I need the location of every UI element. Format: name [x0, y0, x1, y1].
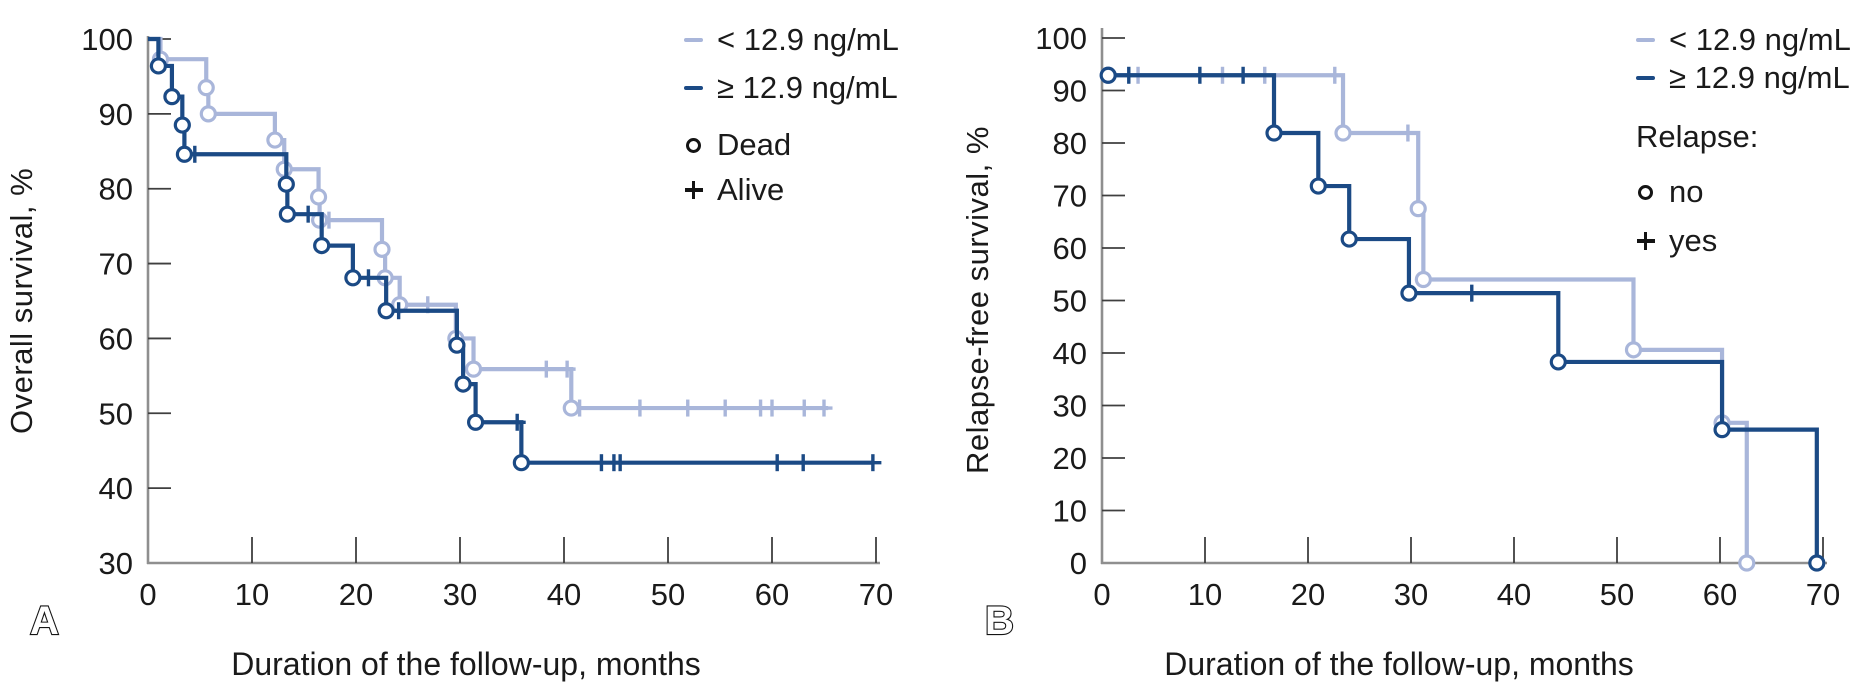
censor-plus-icon: [1636, 231, 1656, 251]
svg-text:80: 80: [1053, 126, 1087, 161]
svg-text:0: 0: [1093, 577, 1110, 612]
svg-text:40: 40: [1053, 336, 1087, 371]
light-line-swatch: [1636, 37, 1655, 43]
svg-text:50: 50: [99, 396, 133, 431]
svg-text:100: 100: [81, 22, 133, 57]
legend-label: ≥ 12.9 ng/mL: [717, 70, 898, 105]
svg-text:30: 30: [99, 546, 133, 581]
svg-text:40: 40: [547, 577, 581, 612]
svg-text:50: 50: [1053, 284, 1087, 319]
x-axis-label-panel-a: Duration of the follow-up, months: [231, 646, 701, 682]
svg-text:20: 20: [1053, 441, 1087, 476]
svg-text:60: 60: [1703, 577, 1737, 612]
legend-item-relapse-yes: yes: [1636, 223, 1718, 258]
svg-text:60: 60: [1053, 231, 1087, 266]
y-axis-label-panel-a: Overall survival, %: [4, 167, 39, 435]
svg-text:90: 90: [99, 97, 133, 132]
legend-item-relapse-no: no: [1636, 174, 1704, 209]
km-plot-panel-a: 30 40 50 60 70 80 90 100 0 10 20 30 40 50 60 70 A: [29, 22, 893, 644]
legend-item-alive: Alive: [684, 172, 785, 207]
legend-label: Dead: [717, 127, 792, 162]
svg-text:50: 50: [651, 577, 685, 612]
svg-text:30: 30: [1053, 389, 1087, 424]
legend-item-dead: Dead: [684, 127, 792, 162]
svg-text:70: 70: [1053, 179, 1087, 214]
legend-label: Alive: [717, 172, 785, 207]
relapse-legend-title: Relapse:: [1636, 119, 1759, 154]
event-circle-icon: [684, 135, 704, 155]
svg-text:10: 10: [1188, 577, 1222, 612]
svg-text:40: 40: [99, 471, 133, 506]
svg-text:0: 0: [1070, 546, 1087, 581]
censor-plus-icon: [684, 180, 704, 200]
legend-label: ≥ 12.9 ng/mL: [1669, 60, 1850, 95]
legend-label: < 12.9 ng/mL: [717, 22, 899, 57]
svg-text:30: 30: [443, 577, 477, 612]
svg-text:70: 70: [1806, 577, 1840, 612]
legend-item-below-cutoff: < 12.9 ng/mL: [684, 22, 899, 57]
svg-text:50: 50: [1600, 577, 1634, 612]
svg-text:60: 60: [755, 577, 789, 612]
svg-text:100: 100: [1035, 21, 1087, 56]
y-axis-label-panel-b: Relapse-free survival, %: [960, 126, 995, 475]
panel-letter: A: [30, 599, 59, 643]
legend-item-above-cutoff: ≥ 12.9 ng/mL: [1636, 60, 1850, 95]
dark-line-swatch: [1636, 75, 1655, 81]
km-plot-panel-b: 0 10 20 30 40 50 60 70 80 90 100 0 10 20 30 40 50 60 70 B: [984, 21, 1840, 644]
svg-text:30: 30: [1394, 577, 1428, 612]
svg-text:70: 70: [859, 577, 893, 612]
x-axis-label-panel-b: Duration of the follow-up, months: [1164, 646, 1634, 682]
dark-line-swatch: [684, 85, 703, 91]
svg-text:40: 40: [1497, 577, 1531, 612]
legend-label: < 12.9 ng/mL: [1669, 22, 1851, 57]
svg-text:90: 90: [1053, 74, 1087, 109]
svg-text:0: 0: [139, 577, 156, 612]
light-line-swatch: [684, 37, 703, 43]
legend-label: yes: [1669, 223, 1718, 258]
svg-text:20: 20: [339, 577, 373, 612]
svg-text:10: 10: [235, 577, 269, 612]
svg-text:70: 70: [99, 247, 133, 282]
legend-label: no: [1669, 174, 1704, 209]
panel-letter: B: [985, 599, 1014, 643]
legend-item-below-cutoff: < 12.9 ng/mL: [1636, 22, 1851, 57]
svg-text:60: 60: [99, 321, 133, 356]
svg-text:10: 10: [1053, 494, 1087, 529]
event-circle-icon: [1636, 182, 1656, 202]
svg-text:80: 80: [99, 172, 133, 207]
svg-text:20: 20: [1291, 577, 1325, 612]
legend-item-above-cutoff: ≥ 12.9 ng/mL: [684, 70, 898, 105]
